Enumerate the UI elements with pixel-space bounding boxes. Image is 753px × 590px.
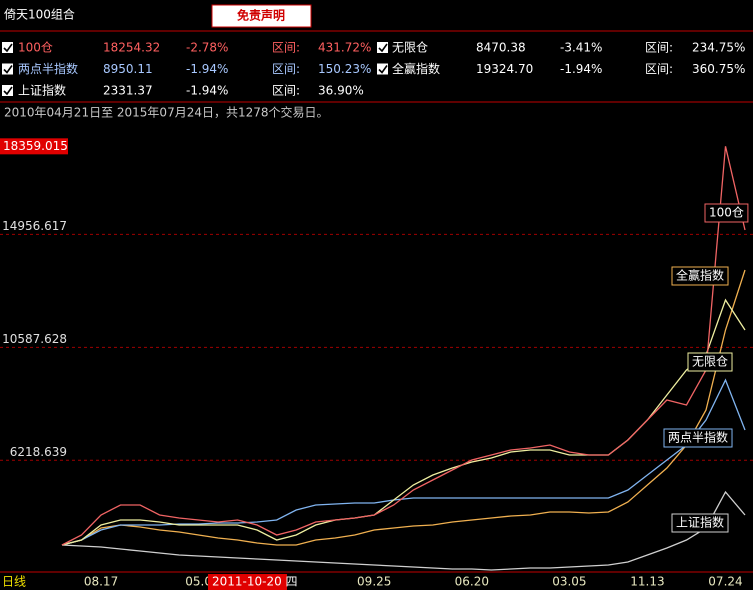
legend-range: 36.90% [318,84,364,98]
checkbox-mark[interactable] [3,43,13,53]
x-tick-label: 07.24 [708,575,742,589]
series-tag-box [663,428,733,448]
cursor-label: 2011-10-20 四 [212,575,298,589]
max-label: 18359.015 [3,139,68,153]
series-tag: 两点半指数 [668,430,728,445]
series-tag: 100仓 [709,206,744,220]
x-tick-label: 08.17 [84,575,118,589]
range-label: 区间: [645,62,673,76]
x-tick-label: 06.20 [455,575,489,589]
range-label: 区间: [272,41,300,55]
max-label-bg [0,138,68,155]
legend-value: 2331.37 [103,84,153,98]
series-line [61,490,746,571]
series-tag: 全赢指数 [676,268,724,283]
range-label: 区间: [272,84,300,98]
series-tag-box [704,203,749,223]
disclaimer-label[interactable]: 免责声明 [237,8,285,23]
checkbox[interactable] [377,63,388,75]
x-tick-label: 03.05 [552,575,586,589]
window-title: 倚天100组合 [4,7,75,22]
checkbox-mark[interactable] [3,65,13,74]
series-tag: 上证指数 [676,515,724,530]
legend-value: 19324.70 [476,62,533,76]
series-line [61,269,746,546]
series-line [61,146,746,546]
legend-change: -2.78% [186,41,228,55]
legend-name: 100仓 [18,41,53,55]
checkbox[interactable] [2,42,13,53]
legend-value: 8470.38 [476,41,526,55]
series-tag-box [671,266,729,286]
date-range: 2010年04月21日至 2015年07月24日，共1278个交易日。 [4,105,329,120]
series-tag: 无限仓 [692,355,728,369]
disclaimer-button[interactable] [211,4,312,28]
legend-change: -1.94% [186,62,228,76]
y-tick-label: 6218.639 [10,445,67,459]
y-tick-label: 14956.617 [2,219,67,233]
legend-change: -1.94% [560,62,602,76]
legend-range: 234.75% [692,41,745,55]
checkbox-mark[interactable] [3,86,13,96]
y-tick-label: 10587.628 [2,332,67,346]
period-label: 日线 [2,575,26,589]
legend-change: -3.41% [560,41,602,55]
x-tick-label: 05.0 [185,575,212,589]
x-tick-label: 11.13 [630,575,664,589]
range-label: 区间: [645,41,673,55]
checkbox-mark[interactable] [378,43,388,53]
legend-range: 360.75% [692,62,745,76]
checkbox-mark[interactable] [378,65,388,74]
cursor-label-bg [208,574,287,590]
legend-value: 18254.32 [103,41,160,55]
checkbox[interactable] [2,85,13,96]
x-tick-label: 09.25 [357,575,391,589]
series-tag-box [671,513,729,533]
series-tag-box [687,352,733,372]
legend-name: 两点半指数 [18,61,78,76]
checkbox[interactable] [2,63,13,75]
legend-name: 无限仓 [392,41,428,55]
range-label: 区间: [272,62,300,76]
legend-range: 431.72% [318,41,371,55]
checkbox[interactable] [377,42,388,53]
legend-change: -1.94% [186,84,228,98]
legend-name: 全赢指数 [392,61,440,76]
legend-value: 8950.11 [103,62,153,76]
legend-name: 上证指数 [18,83,66,98]
legend-range: 150.23% [318,62,371,76]
